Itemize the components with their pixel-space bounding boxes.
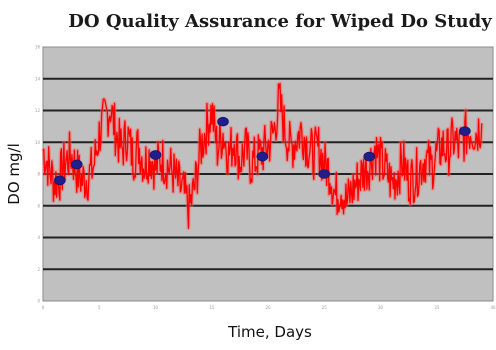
qa-marker xyxy=(256,151,269,162)
series-line xyxy=(42,82,483,229)
qa-marker xyxy=(70,159,83,170)
tick-labels: 0 2 4 6 8 10 12 14 16 0 5 10 15 20 25 30 35 40 xyxy=(35,45,496,311)
qa-marker xyxy=(217,116,229,127)
y-axis-label: DO mg/l xyxy=(5,143,23,204)
qa-marker xyxy=(54,175,66,186)
qa-marker xyxy=(363,151,376,162)
y-tick-label: 12 xyxy=(35,108,41,113)
x-tick-label: 10 xyxy=(153,305,159,310)
x-tick-label: 25 xyxy=(322,305,328,310)
x-tick-label: 30 xyxy=(378,305,384,310)
series-layer xyxy=(41,81,484,231)
qa-marker xyxy=(318,169,331,179)
y-tick-label: 4 xyxy=(37,235,40,240)
y-tick-label: 0 xyxy=(37,299,40,304)
y-tick-label: 14 xyxy=(35,76,41,81)
x-tick-label: 35 xyxy=(434,305,440,310)
qa-marker xyxy=(459,126,471,136)
y-tick-label: 6 xyxy=(37,203,40,208)
x-axis-label: Time, Days xyxy=(227,323,312,341)
chart-title: DO Quality Assurance for Wiped Do Study xyxy=(68,11,492,32)
y-tick-label: 10 xyxy=(35,140,41,145)
x-tick-label: 15 xyxy=(209,305,215,310)
marker-layer xyxy=(54,116,471,186)
y-tick-label: 8 xyxy=(37,172,40,177)
y-tick-label: 16 xyxy=(35,45,41,50)
y-tick-label: 2 xyxy=(37,267,40,272)
qa-marker xyxy=(149,150,162,160)
x-tick-label: 20 xyxy=(265,305,271,310)
x-tick-label: 40 xyxy=(490,305,496,310)
x-tick-label: 0 xyxy=(42,305,45,310)
x-tick-label: 5 xyxy=(98,305,101,310)
